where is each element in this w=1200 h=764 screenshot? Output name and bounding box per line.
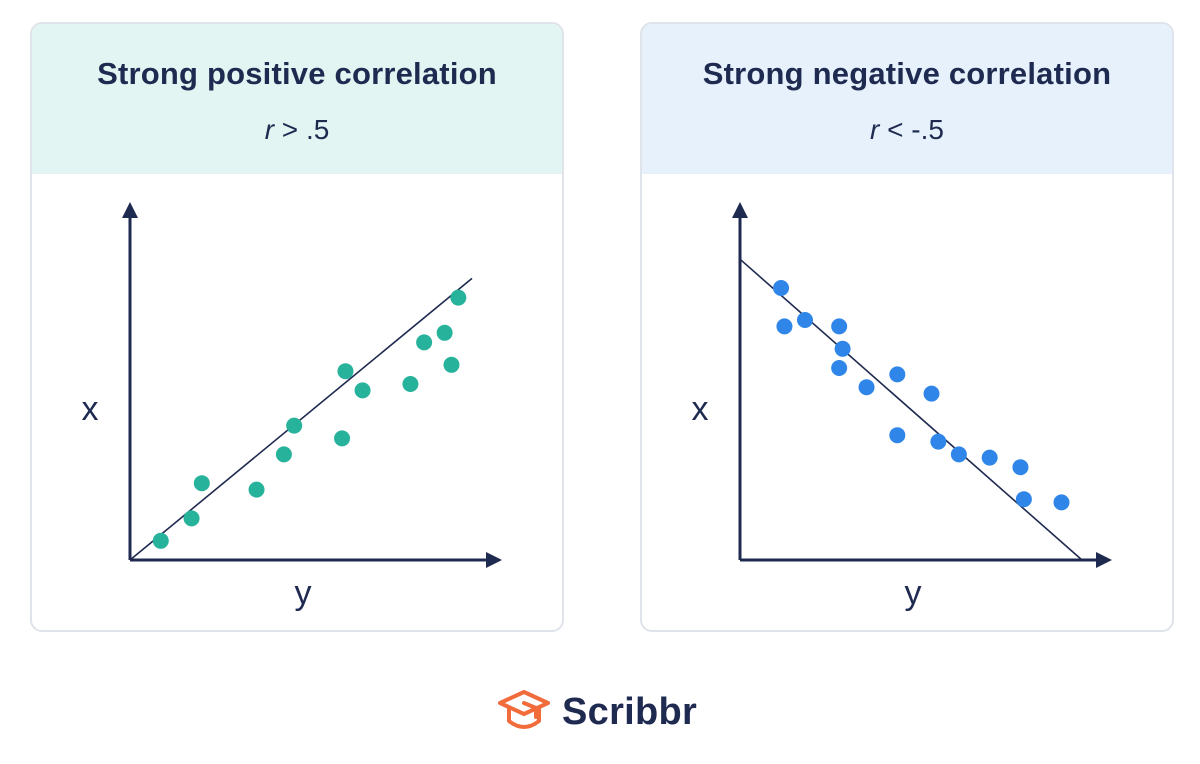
data-point <box>416 334 433 351</box>
data-point <box>193 475 210 492</box>
data-point <box>889 427 906 444</box>
y-axis-arrow <box>732 202 748 218</box>
data-point <box>923 385 940 402</box>
data-point <box>834 340 851 357</box>
data-point <box>796 312 813 328</box>
x-axis-arrow <box>486 552 502 568</box>
x-axis-label: y <box>295 574 312 612</box>
data-point <box>1053 494 1070 511</box>
data-point <box>152 532 169 549</box>
data-point <box>981 449 998 466</box>
brand-name: Scribbr <box>562 690 698 733</box>
trend-line <box>129 277 473 561</box>
data-point <box>776 318 793 335</box>
data-point <box>831 360 848 376</box>
data-point <box>354 382 371 399</box>
chart-subtitle: r > .5 <box>32 114 562 146</box>
graduation-cap-icon <box>498 690 550 729</box>
data-point <box>337 363 354 380</box>
y-axis-arrow <box>122 202 138 218</box>
trend-line <box>739 258 1083 561</box>
x-axis-arrow <box>1096 552 1112 568</box>
scribbr-logo[interactable]: Scribbr <box>496 684 697 740</box>
r-threshold: > .5 <box>274 114 330 145</box>
chart-subtitle: r < -.5 <box>642 114 1172 146</box>
data-point <box>275 446 292 463</box>
negative-scatter-plot: xy <box>692 202 1112 612</box>
y-axis-label: x <box>82 390 99 428</box>
r-threshold: < -.5 <box>879 114 944 145</box>
card-header: Strong positive correlation r > .5 <box>32 24 562 174</box>
data-point <box>831 318 848 335</box>
data-point <box>773 280 790 296</box>
data-point <box>1015 491 1032 508</box>
data-point <box>930 433 947 450</box>
data-point <box>286 417 303 434</box>
r-variable: r <box>264 114 275 145</box>
card-header: Strong negative correlation r < -.5 <box>642 24 1172 174</box>
data-point <box>436 324 453 341</box>
data-point <box>248 481 265 498</box>
data-point <box>183 510 200 527</box>
data-point <box>950 446 967 463</box>
r-variable: r <box>870 114 880 145</box>
data-point <box>450 289 467 306</box>
chart-title: Strong positive correlation <box>97 56 497 91</box>
data-point <box>334 430 351 447</box>
positive-scatter-plot: xy <box>82 202 502 612</box>
x-axis-label: y <box>905 574 922 612</box>
data-point <box>1012 459 1029 476</box>
data-point <box>402 376 419 392</box>
y-axis-label: x <box>692 390 709 428</box>
chart-title: Strong negative correlation <box>702 56 1112 91</box>
data-point <box>443 356 460 373</box>
data-point <box>889 366 906 383</box>
data-point <box>858 379 875 396</box>
